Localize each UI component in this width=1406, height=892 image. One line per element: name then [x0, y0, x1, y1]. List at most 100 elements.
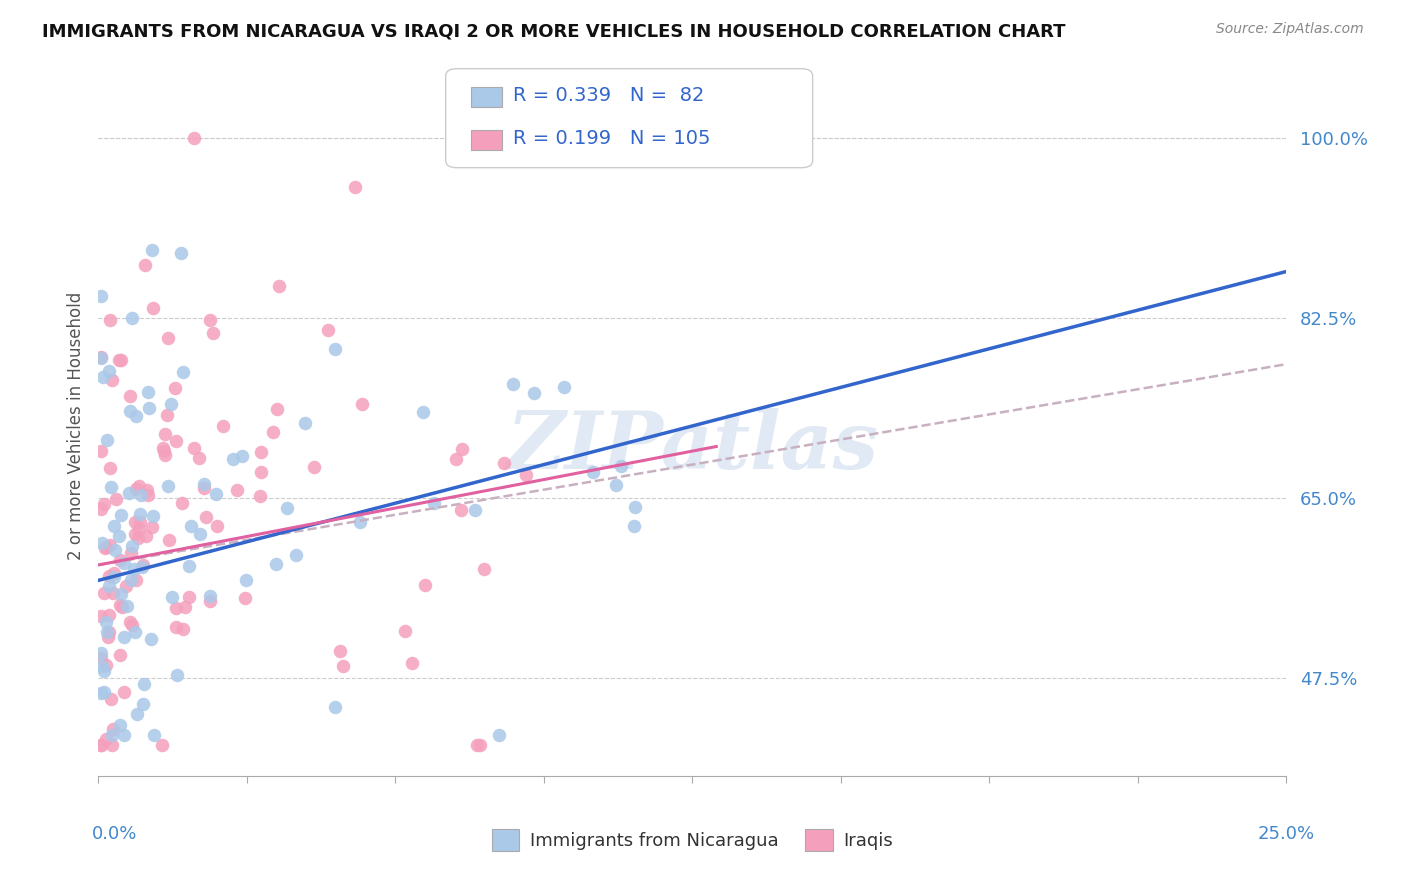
Point [125, 482, 148, 496]
Point [266, 401, 288, 416]
Point [157, 533, 180, 548]
Point [110, 587, 132, 601]
Point [450, 502, 472, 516]
Point [401, 657, 423, 671]
Point [90, 501, 112, 516]
Y-axis label: 2 or more Vehicles in Household: 2 or more Vehicles in Household [66, 292, 84, 560]
Point [183, 441, 205, 455]
Point [316, 322, 339, 336]
Point [172, 365, 194, 379]
Point [134, 676, 156, 690]
Point [131, 560, 153, 574]
Point [90, 738, 112, 752]
Point [121, 539, 143, 553]
Point [94, 615, 117, 629]
Point [262, 425, 284, 439]
Point [90, 351, 112, 365]
Point [90, 609, 112, 624]
Point [90, 685, 112, 699]
Point [142, 728, 165, 742]
Point [129, 488, 152, 502]
Point [166, 668, 188, 682]
Point [138, 488, 160, 502]
Point [156, 331, 179, 345]
Point [90, 536, 112, 550]
Point [582, 466, 605, 480]
Point [90, 288, 112, 302]
Point [94, 541, 117, 555]
Text: 25.0%: 25.0% [1257, 825, 1315, 843]
Text: 0.0%: 0.0% [91, 825, 136, 843]
Point [155, 449, 177, 463]
Point [225, 483, 247, 498]
Point [201, 326, 224, 340]
Point [125, 574, 148, 588]
Point [97, 579, 120, 593]
Point [114, 556, 136, 570]
Point [329, 644, 352, 658]
Point [103, 570, 125, 584]
Point [101, 586, 124, 600]
Point [423, 496, 446, 510]
Point [233, 591, 256, 606]
Point [502, 376, 524, 391]
Point [200, 589, 222, 603]
Point [180, 518, 202, 533]
Point [97, 631, 120, 645]
Point [150, 738, 173, 752]
Point [124, 409, 146, 423]
Point [451, 442, 474, 456]
Point [249, 490, 271, 504]
Point [177, 558, 200, 573]
Point [111, 599, 134, 614]
Point [470, 738, 492, 752]
Point [323, 700, 346, 714]
Point [93, 664, 115, 678]
Point [169, 246, 191, 260]
Text: IMMIGRANTS FROM NICARAGUA VS IRAQI 2 OR MORE VEHICLES IN HOUSEHOLD CORRELATION C: IMMIGRANTS FROM NICARAGUA VS IRAQI 2 OR … [42, 22, 1066, 40]
Point [121, 617, 143, 632]
Point [153, 444, 176, 458]
Point [139, 632, 162, 646]
Point [101, 728, 124, 742]
Point [205, 519, 228, 533]
Text: R = 0.339   N =  82: R = 0.339 N = 82 [513, 86, 704, 105]
Point [90, 738, 112, 752]
Point [110, 718, 132, 732]
Point [103, 566, 125, 580]
Point [93, 586, 115, 600]
Point [138, 401, 160, 416]
Point [183, 130, 205, 145]
Point [412, 405, 434, 419]
Point [163, 380, 186, 394]
Point [472, 562, 495, 576]
Point [165, 600, 187, 615]
Point [464, 503, 486, 517]
Point [152, 441, 174, 455]
Point [112, 630, 135, 644]
Point [165, 620, 187, 634]
Point [266, 558, 288, 572]
Point [267, 278, 290, 293]
Point [127, 706, 149, 721]
Point [100, 480, 122, 494]
Point [132, 697, 155, 711]
Point [177, 590, 200, 604]
Point [134, 258, 156, 272]
Point [96, 434, 118, 448]
Legend: Immigrants from Nicaragua, Iraqis: Immigrants from Nicaragua, Iraqis [485, 822, 900, 858]
Point [108, 553, 131, 567]
Text: R = 0.199   N = 105: R = 0.199 N = 105 [513, 128, 710, 148]
Point [344, 180, 367, 194]
Point [332, 659, 354, 673]
Point [488, 728, 510, 742]
Point [323, 342, 346, 356]
Point [121, 310, 143, 325]
Point [136, 385, 159, 400]
Point [108, 598, 131, 612]
Point [110, 508, 132, 523]
Point [605, 478, 627, 492]
Point [294, 416, 316, 430]
Point [115, 579, 138, 593]
Point [446, 451, 468, 466]
